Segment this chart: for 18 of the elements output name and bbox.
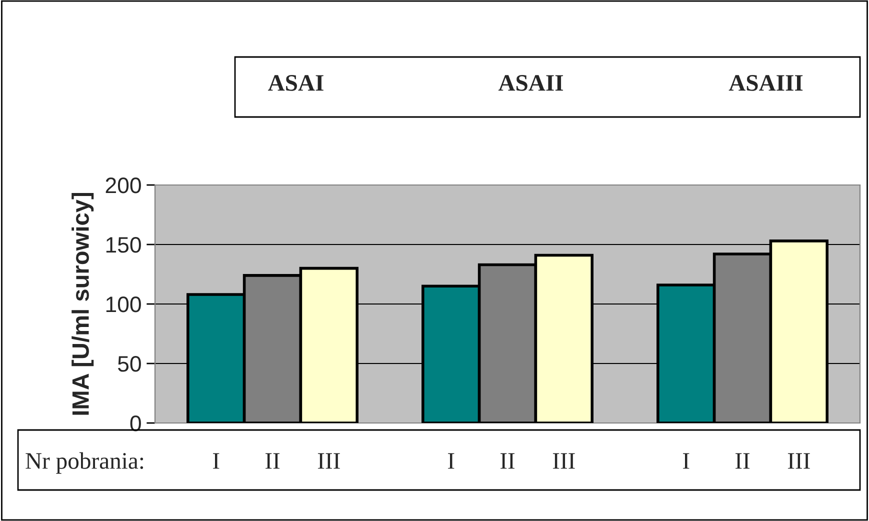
series-label: I bbox=[213, 453, 220, 469]
series-label: II bbox=[265, 453, 280, 469]
y-tick-label: 50 bbox=[118, 356, 141, 372]
series-label: III bbox=[318, 453, 340, 469]
y-tick-label: 150 bbox=[106, 237, 141, 253]
text: III bbox=[788, 453, 810, 469]
x-tick-label: ASAII bbox=[498, 75, 564, 91]
y-axis-title: IMA [U/ml surowicy] bbox=[72, 192, 94, 415]
text: II bbox=[735, 453, 750, 469]
text: I bbox=[683, 453, 690, 469]
text: III bbox=[552, 453, 575, 469]
x-tick-label: ASAI bbox=[268, 75, 324, 91]
text: II bbox=[500, 453, 515, 469]
y-tick-label: 100 bbox=[106, 296, 141, 312]
text: I bbox=[448, 453, 454, 469]
x-tick-label: ASAIII bbox=[728, 75, 803, 91]
text: Nr pobrania: bbox=[26, 452, 144, 474]
y-tick-label: 200 bbox=[106, 178, 141, 194]
